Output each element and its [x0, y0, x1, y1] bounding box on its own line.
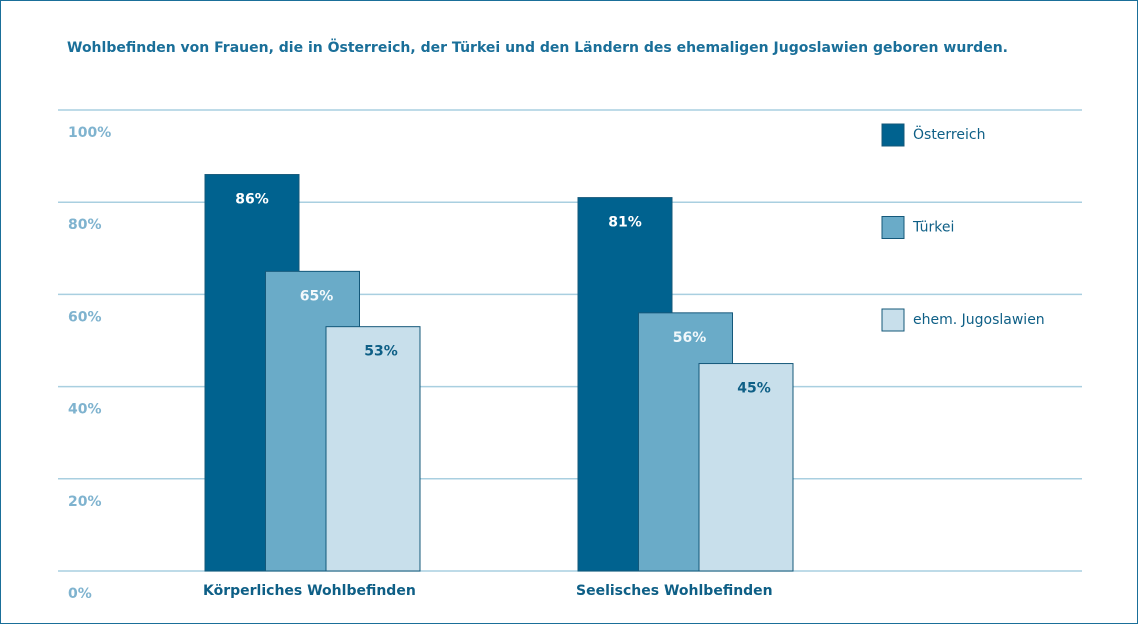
x-tick-label: Seelisches Wohlbefinden: [576, 583, 773, 599]
value-label: 53%: [364, 344, 398, 360]
value-label: 81%: [608, 215, 642, 231]
legend-label: Österreich: [913, 125, 985, 143]
value-label: 65%: [300, 288, 334, 304]
legend-swatch: [881, 216, 905, 239]
y-tick-label: 0%: [68, 586, 92, 602]
legend-swatch: [881, 308, 905, 332]
bar: [698, 363, 794, 572]
chart-title: Wohlbefinden von Frauen, die in Österrei…: [67, 38, 1008, 56]
legend-label: Türkei: [912, 220, 954, 236]
y-tick-label: 60%: [68, 309, 102, 325]
y-tick-label: 100%: [68, 125, 111, 141]
y-tick-label: 20%: [68, 494, 102, 510]
y-tick-label: 40%: [68, 402, 102, 418]
legend-label: ehem. Jugoslawien: [913, 312, 1045, 328]
legend-swatch: [881, 123, 905, 147]
y-tick-label: 80%: [68, 217, 102, 233]
value-label: 45%: [737, 381, 771, 397]
value-label: 86%: [235, 192, 269, 208]
x-tick-label: Körperliches Wohlbefinden: [203, 583, 416, 599]
bar: [325, 326, 421, 572]
value-label: 56%: [673, 330, 707, 346]
